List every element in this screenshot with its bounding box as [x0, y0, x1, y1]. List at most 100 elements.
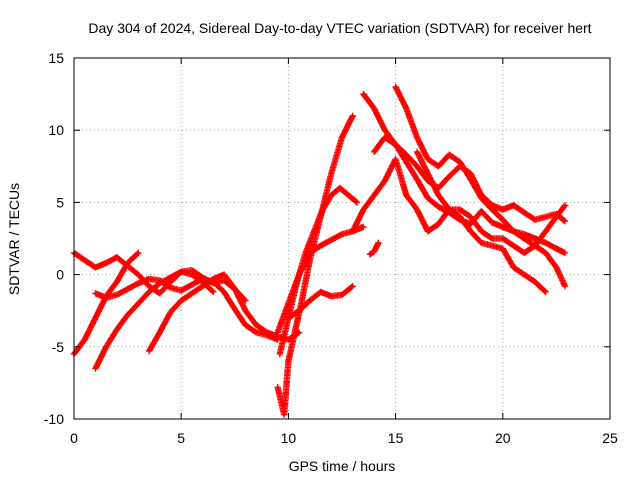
series-markers	[92, 275, 281, 343]
plot-frame	[73, 57, 611, 420]
series-track-14	[349, 155, 549, 296]
y-tick-label: -5	[52, 339, 65, 355]
data-point	[126, 313, 129, 317]
data-point	[544, 215, 547, 218]
data-point	[490, 221, 494, 224]
data-point	[415, 208, 419, 211]
x-tick-label: 10	[281, 430, 297, 446]
data-point	[147, 349, 151, 353]
data-point	[415, 165, 419, 168]
data-point	[394, 143, 397, 146]
data-point	[308, 299, 311, 302]
data-point	[94, 292, 97, 295]
data-point	[83, 338, 86, 341]
data-point	[180, 299, 183, 302]
data-point	[362, 92, 365, 96]
data-point	[490, 237, 494, 240]
data-point	[126, 261, 129, 265]
series-track-8	[274, 223, 367, 336]
series-track-15	[366, 239, 382, 258]
chart-title: Day 304 of 2024, Sidereal Day-to-day VTE…	[88, 20, 591, 36]
series-track-5	[145, 271, 303, 355]
data-point	[282, 413, 286, 416]
data-point	[480, 209, 483, 213]
data-point	[222, 273, 226, 276]
data-point	[319, 290, 322, 294]
data-point	[169, 310, 172, 314]
data-point	[563, 285, 567, 288]
series-track-6	[274, 112, 356, 418]
data-point	[362, 208, 365, 211]
data-point	[512, 230, 515, 233]
data-series	[70, 83, 569, 418]
series-markers	[274, 112, 356, 418]
series-track-9	[285, 283, 356, 322]
data-point	[426, 230, 429, 233]
data-point	[437, 194, 440, 197]
data-point	[368, 253, 372, 256]
data-point	[351, 285, 354, 288]
data-point	[458, 208, 462, 211]
data-point	[115, 328, 119, 331]
data-point	[373, 150, 376, 154]
x-tick-label: 20	[495, 430, 511, 446]
data-point	[351, 114, 354, 118]
data-point	[512, 244, 515, 247]
data-point	[458, 215, 462, 218]
series-track-13	[413, 148, 569, 257]
data-point	[158, 331, 161, 334]
data-point	[415, 150, 419, 154]
data-point	[115, 280, 119, 283]
data-point	[533, 244, 537, 247]
data-point	[340, 136, 344, 139]
data-point	[94, 367, 97, 370]
data-point	[437, 205, 440, 208]
x-axis-label: GPS time / hours	[289, 458, 396, 474]
data-point	[265, 331, 269, 334]
data-point	[300, 302, 303, 305]
data-point	[287, 316, 290, 320]
data-point	[533, 280, 537, 283]
data-point	[355, 201, 359, 204]
data-point	[338, 186, 342, 190]
data-point	[448, 153, 451, 156]
data-point	[137, 273, 140, 276]
x-tick-label: 5	[177, 430, 185, 446]
data-point	[501, 247, 504, 250]
data-point	[297, 273, 301, 276]
data-point	[321, 208, 324, 211]
data-point	[437, 165, 440, 168]
data-point	[276, 335, 279, 338]
data-point	[523, 237, 526, 240]
grid	[74, 58, 610, 419]
data-point	[244, 323, 247, 327]
data-point	[304, 251, 307, 255]
data-point	[190, 269, 194, 272]
data-point	[405, 107, 408, 110]
data-point	[180, 270, 183, 273]
data-point	[523, 251, 526, 255]
x-tick-label: 15	[388, 430, 404, 446]
data-point	[115, 293, 119, 296]
data-point	[169, 286, 172, 289]
data-point	[94, 316, 97, 320]
data-point	[512, 204, 515, 207]
data-point	[480, 241, 483, 244]
data-point	[563, 251, 567, 255]
y-tick-label: 15	[48, 50, 64, 66]
data-point	[115, 256, 119, 259]
data-point	[137, 251, 140, 255]
y-tick-label: -10	[44, 411, 64, 427]
data-point	[293, 331, 296, 334]
data-point	[347, 194, 350, 197]
data-point	[190, 292, 194, 295]
data-point	[533, 218, 537, 221]
data-point	[501, 208, 504, 211]
data-point	[137, 302, 140, 305]
data-point	[437, 222, 440, 226]
data-point	[490, 244, 494, 247]
data-point	[469, 178, 472, 181]
data-point	[169, 276, 172, 279]
data-point	[297, 309, 301, 312]
series-track-7	[276, 184, 361, 358]
